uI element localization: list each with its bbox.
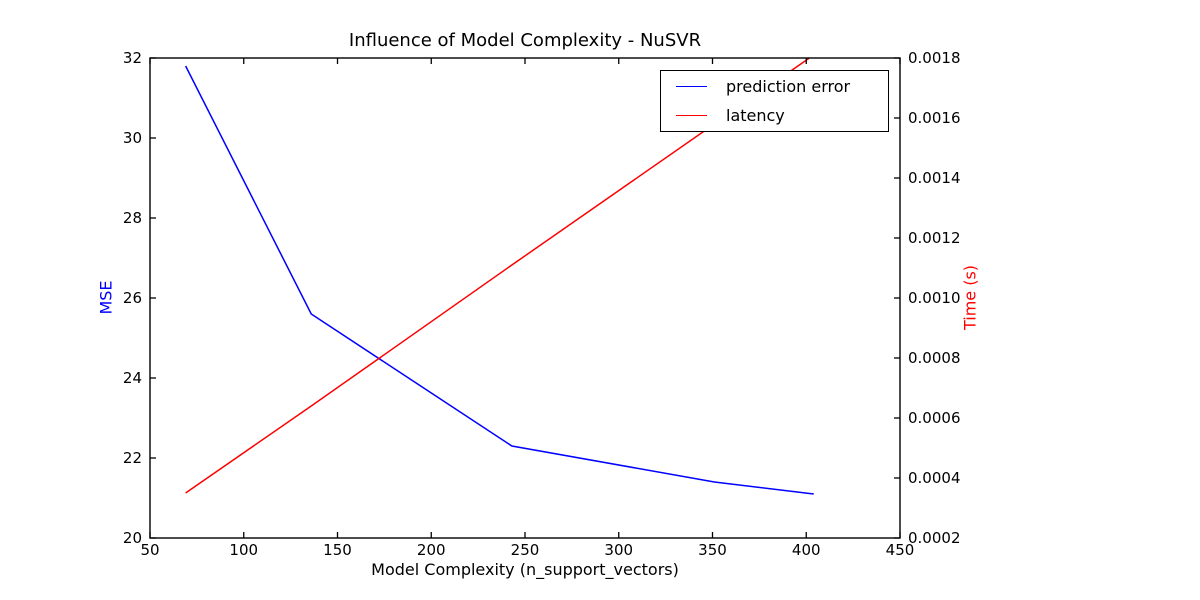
x-tick-label: 400 (792, 541, 821, 559)
y-left-tick-label: 26 (123, 289, 142, 307)
latency-line-sample-icon (676, 115, 707, 117)
x-tick-label: 50 (140, 541, 159, 559)
y-left-tick-label: 28 (123, 209, 142, 227)
y-right-tick-label: 0.0002 (908, 529, 961, 547)
x-tick-label: 300 (604, 541, 633, 559)
x-axis-label: Model Complexity (n_support_vectors) (371, 560, 679, 579)
x-tick-label: 150 (323, 541, 352, 559)
y-left-tick-label: 22 (123, 449, 142, 467)
y-right-tick-label: 0.0012 (908, 229, 961, 247)
y-axis-label-right: Time (s) (960, 264, 980, 331)
x-tick-label: 100 (229, 541, 258, 559)
prediction-error-line (184, 65, 814, 495)
y-left-tick-label: 32 (123, 49, 142, 67)
y-right-tick-label: 0.0008 (908, 349, 961, 367)
y-axis-label-left: MSE (96, 280, 116, 315)
y-left-tick-label: 20 (123, 529, 142, 547)
y-right-tick-label: 0.0018 (908, 49, 961, 67)
chart-title: Influence of Model Complexity - NuSVR (348, 30, 702, 51)
legend-item-prediction-error: prediction error (661, 72, 888, 100)
y-right-tick-label: 0.0010 (908, 289, 961, 307)
x-tick-label: 200 (417, 541, 446, 559)
y-right-tick-label: 0.0016 (908, 109, 961, 127)
legend-label: latency (726, 106, 785, 126)
y-left-tick-label: 30 (123, 129, 142, 147)
legend-item-latency: latency (661, 102, 888, 130)
y-right-tick-label: 0.0004 (908, 469, 961, 487)
y-right-tick-label: 0.0006 (908, 409, 961, 427)
prediction-error-line-sample-icon (676, 85, 707, 87)
x-tick-label: 350 (698, 541, 727, 559)
y-left-tick-label: 24 (123, 369, 142, 387)
y-right-tick-label: 0.0014 (908, 169, 961, 187)
legend: prediction error latency (660, 70, 889, 132)
x-tick-label: 450 (886, 541, 915, 559)
x-tick-label: 250 (511, 541, 540, 559)
legend-label: prediction error (726, 76, 851, 96)
